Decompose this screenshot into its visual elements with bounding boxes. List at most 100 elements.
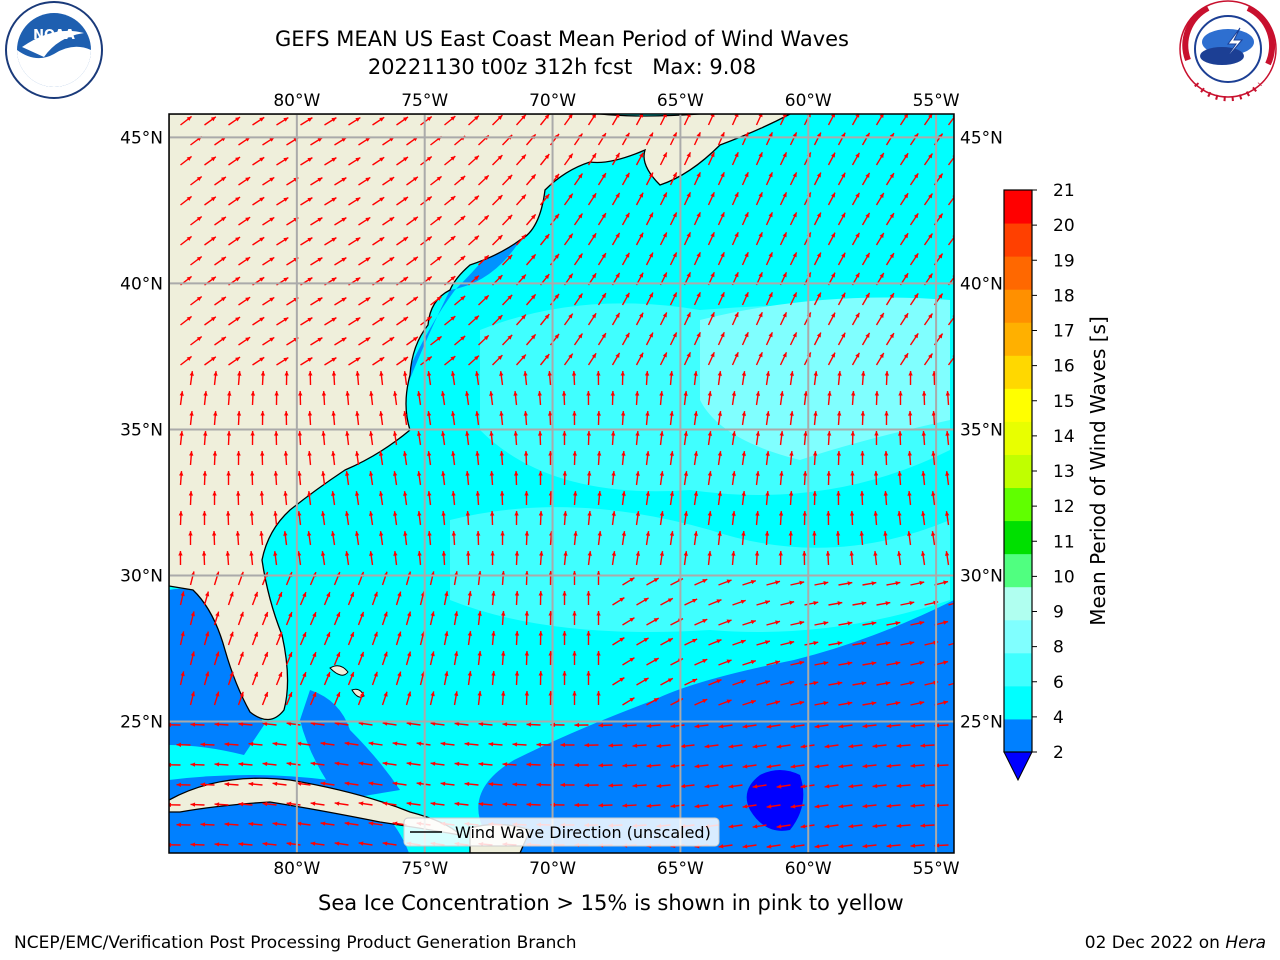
vector-arrow (779, 391, 784, 406)
colorbar-tick-label: 8 (1053, 638, 1064, 658)
vector-arrow (731, 511, 736, 526)
vector-arrow (214, 722, 229, 727)
vector-arrow (765, 131, 774, 146)
vector-arrow (656, 743, 671, 749)
lat-tick-label: 30°N (960, 567, 1003, 587)
vector-arrow (669, 531, 675, 546)
vector-arrow (778, 550, 783, 566)
vector-arrow (180, 315, 193, 326)
vector-arrow (417, 550, 422, 566)
vector-arrow (573, 173, 584, 186)
vector-arrow (514, 590, 520, 606)
vector-arrow (848, 824, 863, 829)
vector-arrow (344, 551, 350, 566)
vector-arrow (931, 491, 936, 506)
vector-arrow (561, 390, 567, 406)
lon-tick-label: 65°W (657, 859, 704, 879)
vector-arrow (226, 430, 232, 446)
vector-arrow (789, 411, 794, 426)
vector-arrow (813, 371, 818, 386)
vector-arrow (656, 783, 671, 789)
vector-arrow (885, 252, 895, 266)
vector-arrow (523, 371, 528, 386)
vector-arrow (717, 491, 722, 506)
vector-arrow (372, 156, 385, 166)
vector-arrow (838, 724, 853, 729)
vector-arrow (252, 356, 265, 366)
lat-tick-label: 40°N (120, 274, 163, 294)
colorbar-segment (1004, 520, 1032, 555)
vector-arrow (392, 741, 407, 746)
vector-arrow (921, 430, 926, 446)
vector-arrow (755, 471, 760, 486)
vector-arrow (368, 781, 383, 786)
colorbar-tick-label: 10 (1053, 567, 1075, 587)
vector-arrow (899, 152, 909, 166)
vector-arrow (859, 530, 864, 546)
vector-arrow (741, 371, 747, 386)
vector-arrow (910, 580, 925, 586)
vector-arrow (896, 743, 911, 748)
vector-arrow (659, 390, 664, 406)
vector-arrow (372, 116, 385, 126)
vector-arrow (296, 821, 311, 826)
vector-arrow (708, 599, 722, 606)
colorbar-tick-label: 12 (1053, 497, 1075, 517)
vector-arrow (396, 156, 409, 166)
vector-arrow (228, 116, 241, 126)
vector-arrow (430, 255, 442, 266)
vector-arrow (838, 804, 853, 809)
vector-arrow (430, 335, 442, 346)
vector-arrow (909, 292, 919, 306)
vector-arrow (776, 744, 791, 749)
vector-arrow (262, 216, 275, 226)
vector-arrow (779, 352, 788, 366)
vector-arrow (707, 231, 715, 246)
vector-arrow (417, 471, 422, 486)
colorbar-segment (1004, 289, 1032, 323)
vector-arrow (176, 822, 191, 827)
vector-arrow (403, 371, 408, 386)
vector-arrow (454, 801, 469, 807)
vector-arrow (427, 491, 432, 506)
vector-arrow (237, 691, 244, 706)
vector-arrow (321, 471, 326, 486)
vector-arrow (286, 761, 301, 766)
lat-tick-labels-right: 45°N 40°N 35°N 30°N 25°N (960, 128, 1003, 732)
vector-arrow (573, 333, 584, 346)
vector-arrow (372, 316, 385, 326)
vector-arrow (644, 370, 650, 386)
vector-arrow (417, 511, 422, 526)
vector-arrow (211, 530, 217, 546)
vector-arrow (358, 841, 373, 846)
vector-arrow (837, 252, 846, 266)
vector-arrow (369, 391, 374, 406)
vector-arrow (684, 598, 698, 606)
vector-arrow (228, 236, 241, 246)
vector-arrow (669, 252, 678, 266)
vector-arrow (538, 470, 543, 486)
vector-arrow (596, 410, 601, 426)
vector-arrow (203, 391, 208, 406)
noaa-logo-text: NOAA (33, 28, 75, 43)
vector-arrow (468, 315, 480, 326)
vector-arrow (910, 660, 925, 666)
vector-arrow (899, 232, 909, 246)
vector-arrow (501, 610, 506, 626)
vector-arrow (382, 336, 395, 346)
vector-arrow (276, 196, 289, 206)
vector-arrow (948, 682, 954, 686)
vector-arrow (563, 114, 574, 126)
vector-arrow (669, 411, 674, 426)
vector-arrow (344, 781, 359, 786)
vector-arrow (694, 724, 709, 729)
vector-arrow (742, 844, 757, 849)
land-bahamas (329, 665, 365, 698)
vector-arrow (526, 802, 541, 807)
vector-arrow (718, 804, 733, 809)
vector-arrow (451, 530, 457, 546)
vector-arrow (272, 781, 287, 787)
vector-arrow (262, 801, 277, 807)
vector-arrow (741, 491, 746, 506)
vector-arrow (765, 331, 774, 346)
